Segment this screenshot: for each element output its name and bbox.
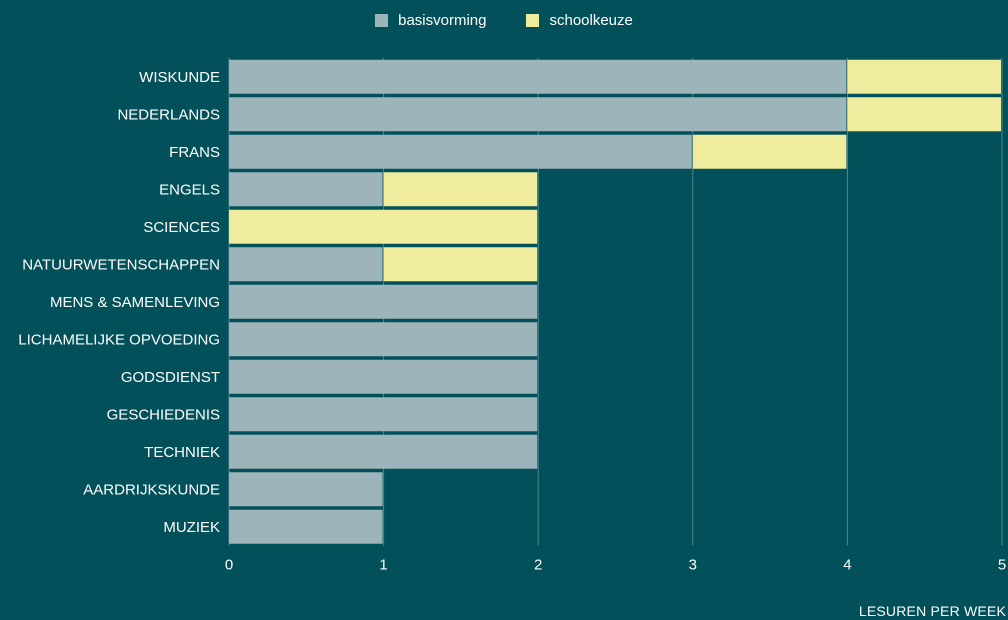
bar-basisvorming-9 (229, 397, 538, 432)
bar-basisvorming-1 (229, 97, 847, 132)
bar-schoolkeuze-5 (383, 247, 538, 282)
category-label-1: NEDERLANDS (117, 106, 220, 123)
legend-label-schoolkeuze: schoolkeuze (549, 12, 633, 29)
bar-schoolkeuze-2 (692, 134, 847, 169)
x-tick-label-2: 2 (534, 557, 542, 574)
category-label-7: LICHAMELIJKE OPVOEDING (18, 331, 220, 348)
x-tick-label-3: 3 (689, 557, 697, 574)
bar-basisvorming-11 (229, 472, 383, 507)
x-tick-label-1: 1 (379, 557, 387, 574)
bar-basisvorming-7 (229, 322, 538, 357)
bar-schoolkeuze-0 (847, 59, 1001, 94)
label-layer: 0 1 2 3 4 5 WISKUNDE NEDERLANDS FRANS ENGELS SCIEN… (18, 69, 1006, 574)
category-label-8: GODSDIENST (121, 369, 220, 386)
legend-swatch-basisvorming (375, 14, 389, 27)
bar-basisvorming-5 (229, 247, 383, 282)
bar-basisvorming-10 (229, 434, 538, 469)
bar-schoolkeuze-4 (229, 209, 538, 244)
category-label-0: WISKUNDE (139, 69, 220, 86)
legend-swatch-schoolkeuze (526, 14, 540, 27)
bar-basisvorming-2 (229, 134, 692, 169)
bar-basisvorming-6 (229, 284, 538, 319)
bar-basisvorming-3 (229, 172, 383, 207)
legend-item-schoolkeuze: schoolkeuze (526, 12, 633, 29)
category-label-9: GESCHIEDENIS (107, 406, 220, 423)
category-label-4: SCIENCES (143, 219, 220, 236)
x-axis-title: LESUREN PER WEEK (858, 603, 1006, 619)
legend-label-basisvorming: basisvorming (398, 12, 487, 29)
category-label-12: MUZIEK (163, 519, 220, 536)
x-tick-label-4: 4 (843, 557, 851, 574)
category-label-6: MENS & SAMENLEVING (50, 294, 220, 311)
bar-basisvorming-12 (229, 509, 383, 544)
x-tick-label-0: 0 (225, 557, 233, 574)
x-tick-label-5: 5 (998, 557, 1006, 574)
bar-layer (229, 59, 1001, 544)
category-label-11: AARDRIJKSKUNDE (83, 481, 220, 498)
category-label-3: ENGELS (159, 181, 220, 198)
bar-basisvorming-0 (229, 59, 847, 94)
category-label-2: FRANS (169, 144, 220, 161)
legend: basisvorming schoolkeuze (0, 12, 1008, 29)
legend-item-basisvorming: basisvorming (375, 12, 486, 29)
category-label-10: TECHNIEK (144, 444, 220, 461)
category-label-5: NATUURWETENSCHAPPEN (22, 256, 220, 273)
bar-basisvorming-8 (229, 359, 538, 394)
bar-schoolkeuze-1 (847, 97, 1001, 132)
bar-schoolkeuze-3 (383, 172, 538, 207)
